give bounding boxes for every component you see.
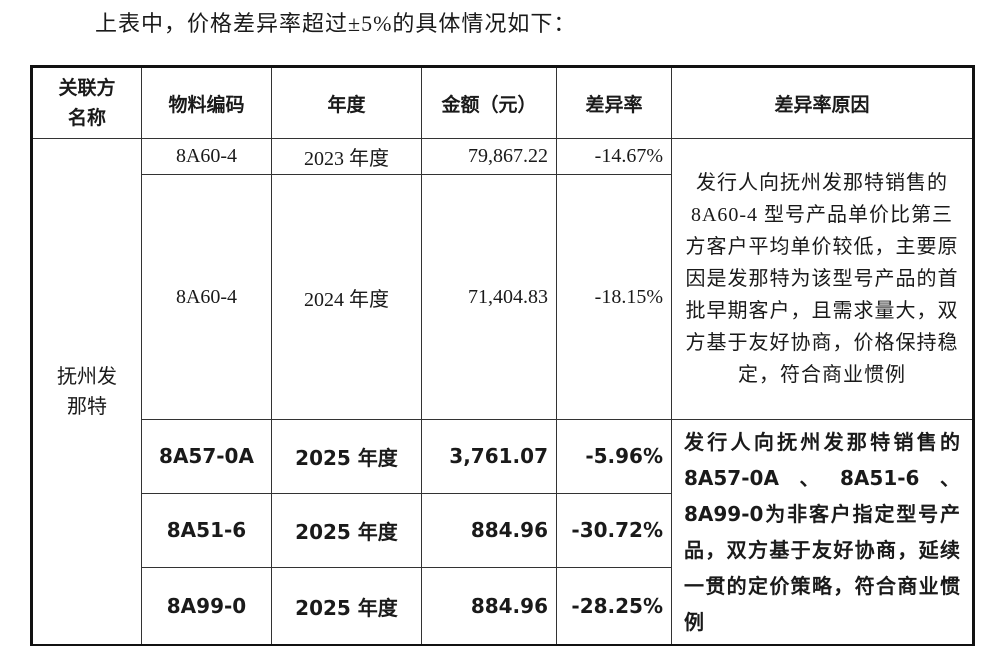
reason-cell: 发行人向抚州发那特销售的8A57-0A、8A51-6、8A99-0为非客户指定型…: [671, 419, 974, 646]
code-cell: 8A60-4: [141, 138, 272, 175]
amount-cell: 3,761.07: [421, 419, 557, 494]
header-cell: 差异率原因: [671, 66, 974, 139]
data-row: 抚州发那特 8A60-4 2023 年度 79,867.22 -14.67% 发行人向抚州…: [31, 138, 974, 646]
header-row: 关联方名称 物料编码 年度 金额（元） 差异率 差异率原因: [31, 66, 974, 139]
code-cell: 8A51-6: [141, 492, 272, 569]
rate-cell: -5.96%: [556, 419, 672, 494]
reason-cell: 发行人向抚州发那特销售的 8A60-4 型号产品单价比第三方客户平均单价较低，主…: [671, 138, 974, 420]
rate-cell: -28.25%: [556, 567, 672, 646]
intro-text: 上表中，价格差异率超过±5%的具体情况如下：: [95, 11, 577, 36]
header-cell: 关联方名称: [31, 66, 142, 139]
year-cell: 2025 年度: [271, 492, 422, 569]
rate-cell: -30.72%: [556, 492, 672, 569]
year-cell: 2024 年度: [271, 174, 422, 420]
header-cell: 金额（元）: [421, 66, 557, 139]
header-cell: 年度: [271, 66, 422, 139]
price-table: 关联方名称 物料编码 年度 金额（元） 差异率 差异率原因抚州发那特 8A60-4 2023 …: [30, 65, 975, 646]
rate-cell: -14.67%: [556, 138, 672, 175]
party-cell: 抚州发那特: [31, 138, 142, 646]
code-cell: 8A57-0A: [141, 419, 272, 494]
header-cell: 物料编码: [141, 66, 272, 139]
data-row: 8A99-0 2025 年度 884.96 -28.25%: [32, 567, 974, 646]
data-row: 8A60-4 2024 年度 71,404.83 -18.15%: [32, 174, 974, 420]
data-row: 8A51-6 2025 年度 884.96 -30.72%: [32, 492, 974, 569]
rate-cell: -18.15%: [556, 174, 672, 420]
amount-cell: 884.96: [421, 492, 557, 569]
year-cell: 2025 年度: [271, 567, 422, 646]
code-cell: 8A99-0: [141, 567, 272, 646]
amount-cell: 79,867.22: [421, 138, 557, 175]
amount-cell: 71,404.83: [421, 174, 557, 420]
year-cell: 2025 年度: [271, 419, 422, 494]
data-row: 8A57-0A 2025 年度 3,761.07 -5.96% 发行人向抚州发那特销售的…: [32, 419, 974, 646]
year-cell: 2023 年度: [271, 138, 422, 175]
amount-cell: 884.96: [421, 567, 557, 646]
header-cell: 差异率: [556, 66, 672, 139]
header-text: 关联方名称: [58, 77, 116, 129]
party-name: 抚州发那特: [57, 365, 117, 418]
code-cell: 8A60-4: [141, 174, 272, 420]
